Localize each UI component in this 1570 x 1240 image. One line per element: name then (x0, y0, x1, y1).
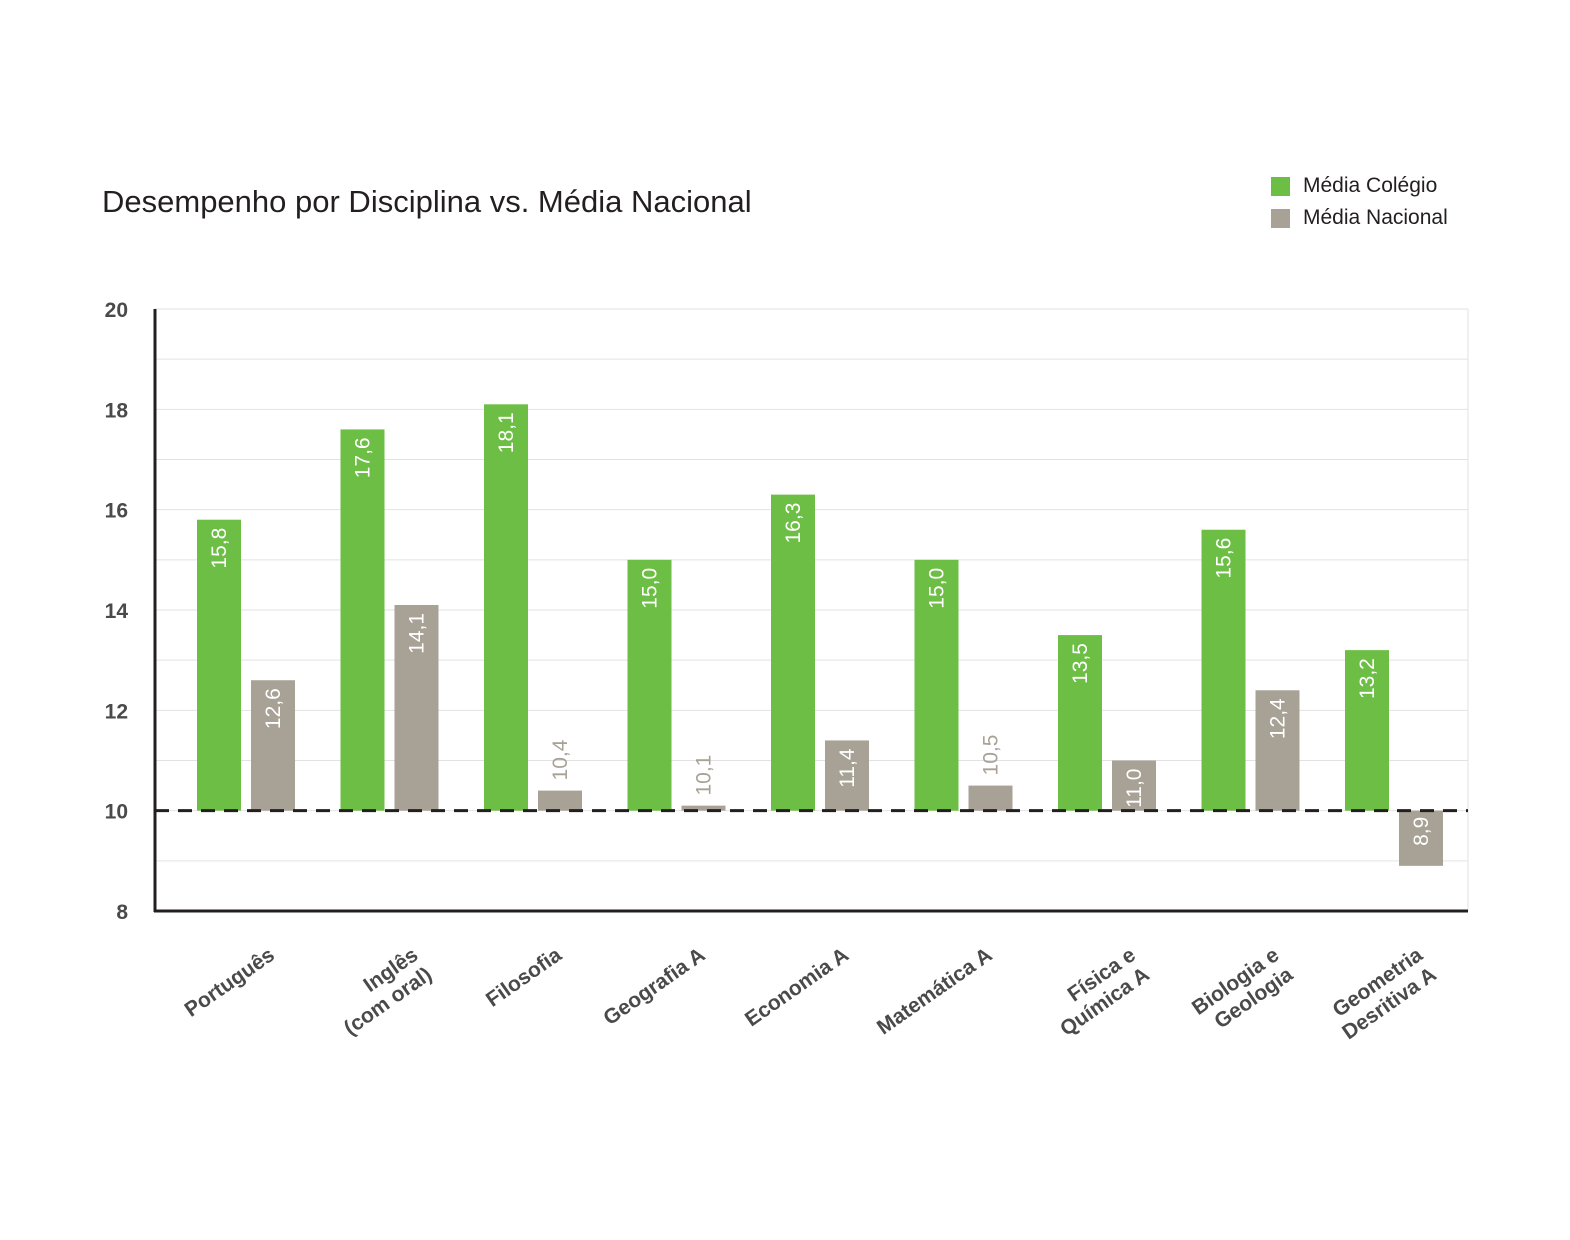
x-tick-label: Biologia eGeologia (1188, 943, 1297, 1039)
value-label-colegio: 18,1 (495, 412, 518, 453)
value-label-colegio: 15,6 (1213, 538, 1236, 579)
value-label-nacional: 10,1 (693, 755, 716, 796)
x-tick-label: Inglês(com oral) (326, 943, 436, 1040)
x-tick-label: Filosofia (482, 943, 566, 1012)
bar-colegio (1201, 529, 1246, 811)
y-tick-label: 20 (105, 299, 128, 322)
value-label-colegio: 13,5 (1069, 643, 1092, 684)
value-label-nacional: 11,0 (1123, 769, 1146, 808)
x-tick-label: Português (181, 943, 279, 1021)
bar-nacional (1112, 760, 1156, 811)
legend-swatch-nacional (1271, 208, 1290, 228)
value-label-nacional: 12,6 (262, 688, 285, 729)
x-tick-label: Economia A (741, 943, 853, 1031)
bar-nacional (968, 785, 1013, 811)
value-label-nacional: 10,5 (980, 735, 1003, 776)
bar-nacional (394, 604, 439, 811)
bar-colegio (914, 559, 959, 811)
bar-colegio (1345, 650, 1389, 811)
value-label-colegio: 13,2 (1356, 658, 1379, 699)
y-tick-label: 12 (105, 700, 128, 723)
legend-swatch-colegio (1271, 176, 1290, 196)
x-tick-label: GeometriaDesritiva A (1324, 943, 1440, 1044)
bar-nacional (251, 680, 295, 811)
value-label-nacional: 8,9 (1410, 817, 1433, 846)
bar-colegio (1058, 635, 1102, 811)
x-tick-label: Matemática A (873, 943, 996, 1039)
y-tick-label: 10 (105, 801, 128, 824)
bar-colegio (340, 429, 385, 811)
legend: Média Colégio Média Nacional (1271, 170, 1448, 234)
bar-nacional (681, 805, 726, 811)
value-label-colegio: 17,6 (352, 437, 375, 478)
chart-title: Desempenho por Disciplina vs. Média Naci… (102, 184, 752, 219)
x-tick-label: Geografia A (599, 943, 709, 1030)
value-label-nacional: 10,4 (549, 739, 572, 780)
y-tick-label: 14 (105, 600, 129, 623)
y-tick-label: 8 (116, 901, 128, 924)
bar-nacional (825, 740, 869, 811)
value-label-colegio: 15,8 (208, 528, 231, 569)
legend-label-colegio: Média Colégio (1303, 174, 1438, 197)
value-label-nacional: 12,4 (1267, 698, 1290, 739)
legend-item-colegio: Média Colégio (1271, 170, 1448, 202)
legend-label-nacional: Média Nacional (1303, 206, 1448, 229)
bar-nacional (1399, 810, 1443, 866)
value-label-colegio: 15,0 (639, 568, 662, 609)
y-tick-label: 16 (105, 500, 128, 523)
bar-nacional (538, 790, 582, 811)
value-label-colegio: 15,0 (926, 568, 949, 609)
x-tick-label: Física eQuímica A (1042, 943, 1153, 1041)
value-label-nacional: 14,1 (406, 613, 429, 654)
value-label-colegio: 16,3 (782, 503, 805, 544)
bar-colegio (771, 494, 815, 811)
y-tick-label: 18 (105, 399, 129, 422)
bar-colegio (484, 404, 528, 811)
legend-item-nacional: Média Nacional (1271, 202, 1448, 234)
bar-colegio (627, 559, 672, 811)
value-label-nacional: 11,4 (836, 748, 859, 788)
bar-colegio (197, 519, 241, 811)
bar-nacional (1255, 690, 1300, 811)
